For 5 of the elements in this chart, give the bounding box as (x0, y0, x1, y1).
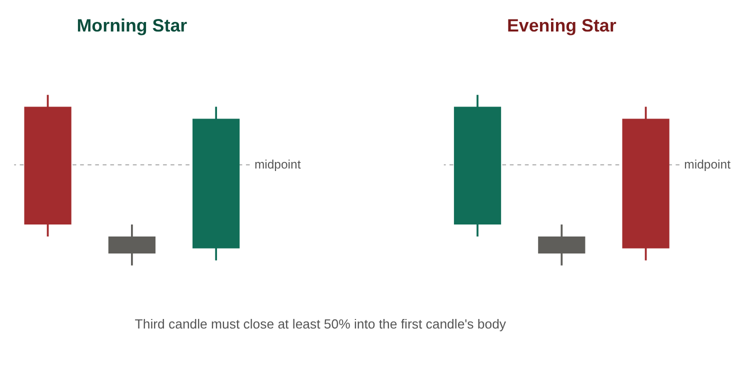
ref-line-label: midpoint (254, 158, 302, 172)
chart-title: Morning Star (76, 16, 188, 36)
text: Third candle must close at least 50% into the first candle's body (134, 316, 506, 332)
chart-title: Evening Star (506, 16, 616, 36)
ref-line-label: midpoint (684, 158, 732, 172)
